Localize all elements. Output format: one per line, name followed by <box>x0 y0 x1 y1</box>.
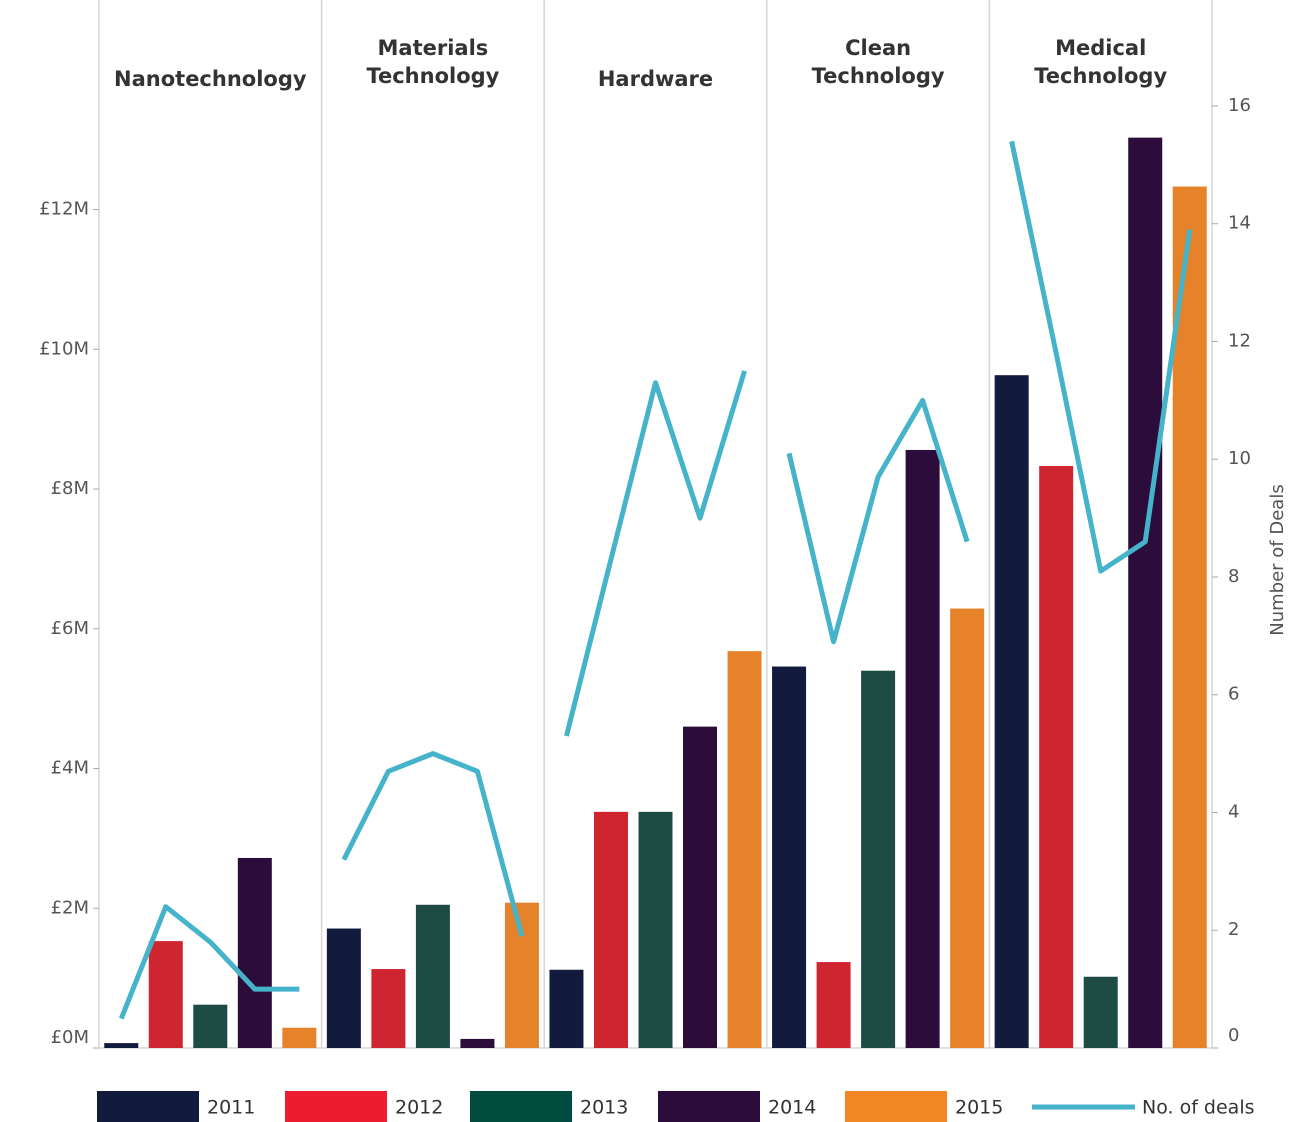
bar <box>549 969 584 1048</box>
bar <box>326 928 361 1048</box>
deals-line <box>1009 140 1193 574</box>
y2-tick-label: 12 <box>1228 330 1251 351</box>
bar <box>861 670 896 1048</box>
y-tick-label: £10M <box>39 338 89 359</box>
y2-tick-label: 14 <box>1228 213 1251 234</box>
y2-tick-label: 6 <box>1228 684 1239 705</box>
bar <box>727 651 762 1048</box>
legend-swatch <box>285 1091 387 1122</box>
y2-tick-label: 10 <box>1228 448 1251 469</box>
bar <box>772 666 807 1048</box>
legend-label: 2011 <box>207 1097 255 1119</box>
bar <box>638 811 673 1048</box>
y2-tick-label: 0 <box>1228 1025 1239 1046</box>
bar <box>1172 186 1207 1048</box>
legend-swatch <box>658 1091 760 1122</box>
y2-tick-label: 4 <box>1228 801 1239 822</box>
legend-label: 2012 <box>395 1097 443 1119</box>
bar <box>371 969 406 1048</box>
bar <box>994 375 1029 1049</box>
bar <box>1083 976 1118 1048</box>
deals-line <box>341 751 525 937</box>
legend-label: 2015 <box>955 1097 1003 1119</box>
bar <box>193 1004 228 1048</box>
bar <box>104 1043 139 1048</box>
bar <box>683 726 718 1048</box>
deals-line <box>118 904 300 1020</box>
legend-swatch <box>845 1091 947 1122</box>
y-tick-label: £12M <box>39 199 89 220</box>
bar <box>415 904 450 1048</box>
bar <box>148 941 183 1048</box>
legend-swatch <box>97 1091 199 1122</box>
y2-tick-label: 2 <box>1228 919 1239 940</box>
y2-tick-label: 16 <box>1228 95 1251 116</box>
y2-tick-label: 8 <box>1228 566 1239 587</box>
deals-line <box>564 370 747 737</box>
bar <box>816 962 851 1048</box>
y-tick-label: £2M <box>51 897 89 918</box>
bar <box>593 811 628 1048</box>
bar <box>460 1038 495 1048</box>
y-tick-label: £6M <box>51 618 89 639</box>
bar <box>950 608 985 1048</box>
category-label: Nanotechnology <box>114 67 307 91</box>
bar <box>1039 466 1074 1048</box>
legend-label: 2014 <box>768 1097 816 1119</box>
y-tick-label: £8M <box>51 478 89 499</box>
category-label: Hardware <box>598 67 713 91</box>
bar <box>237 857 272 1048</box>
bar <box>504 902 539 1048</box>
legend-label: 2013 <box>580 1097 628 1119</box>
y2-axis-label: Number of Deals <box>1267 484 1288 635</box>
legend-label: No. of deals <box>1142 1097 1255 1119</box>
bar <box>1128 137 1163 1048</box>
deals-line <box>786 397 970 645</box>
category-label: Medical Technology <box>1034 36 1167 88</box>
category-label: Materials Technology <box>366 36 499 88</box>
legend-swatch <box>470 1091 572 1122</box>
category-label: Clean Technology <box>812 36 945 88</box>
bar <box>905 449 940 1048</box>
y-tick-label: £0M <box>51 1027 89 1048</box>
bar <box>282 1027 317 1048</box>
y-tick-label: £4M <box>51 758 89 779</box>
